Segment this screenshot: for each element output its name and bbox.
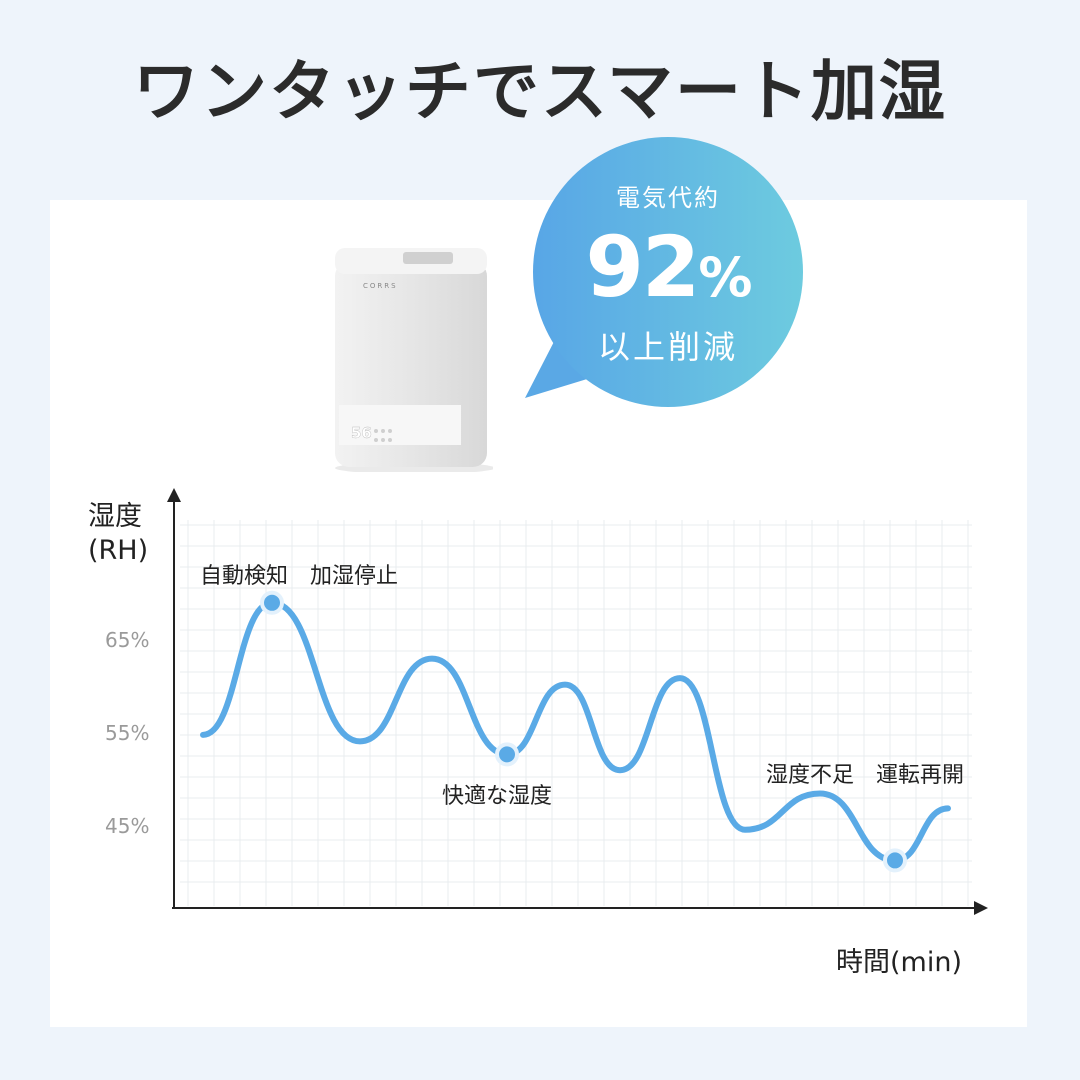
data-point-marker [260,590,284,615]
annotation-restart: 湿度不足 運転再開 [766,763,965,788]
x-axis-label: 時間(min) [836,947,962,978]
x-axis-arrow [974,901,988,915]
page-title: ワンタッチでスマート加湿 [132,53,948,130]
device-display: 56 [351,424,372,442]
chart-grid [180,520,972,906]
data-point-marker [883,848,907,873]
annotation-auto-stop: 自動検知 加湿停止 [200,564,399,589]
bubble-line3: 以上削減 [597,328,738,366]
annotation-comfortable: 快適な湿度 [442,784,553,809]
data-point-marker [495,742,519,767]
humidifier-image: CORRS 56 [335,248,493,472]
bubble-line1: 電気代約 [616,184,720,212]
device-brand: CORRS [363,282,398,290]
humidity-line [200,599,951,864]
y-tick-label: 45% [105,814,150,838]
y-tick-label: 65% [105,628,150,652]
y-tick-label: 55% [105,721,150,745]
bubble-percent: 92% [585,218,752,316]
y-axis-arrow [167,488,181,502]
y-axis-label: 湿度(RH) [88,501,149,566]
